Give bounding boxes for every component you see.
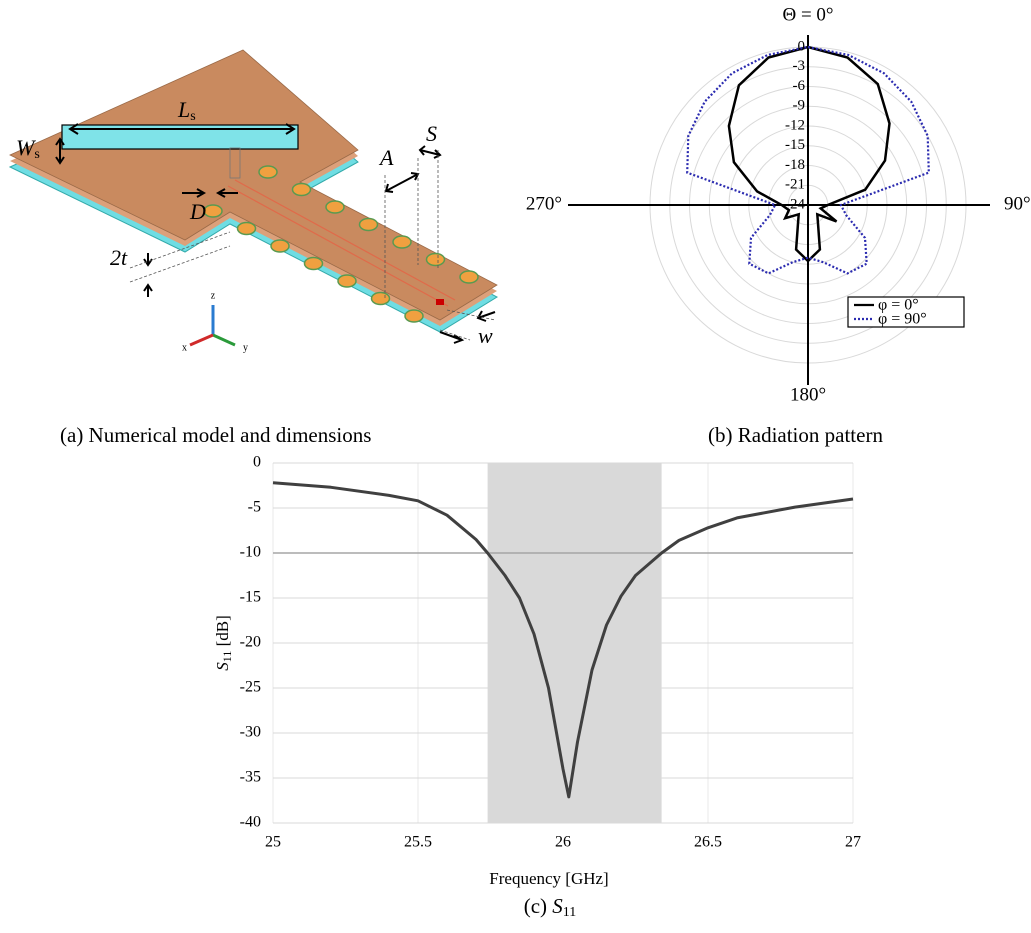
r-tick-label: -3 [793,58,806,74]
via [293,184,311,196]
label-a: A [378,145,394,170]
r-tick-label: -24 [785,196,805,212]
angle-label: Θ = 0° [782,4,833,25]
y-tick-label: 0 [253,454,261,471]
x-axis-title: Frequency [GHz] [489,869,608,888]
angle-label: 180° [790,384,826,405]
y-axis-title: S11 [dB] [213,615,234,670]
via [360,219,378,231]
axis-triad: z y x [182,290,248,353]
caption-c: (c) S11 [524,894,577,920]
via [372,293,390,305]
label-d: D [189,199,206,224]
via [271,240,289,252]
y-tick-label: -10 [240,544,261,561]
y-tick-label: -15 [240,589,261,606]
figure: Ls Ws D A S 2t w z y x (a) Numerical mod… [0,0,1031,933]
y-tick-label: -25 [240,679,261,696]
x-tick-label: 27 [845,834,861,851]
via [326,201,344,213]
y-tick-label: -5 [248,499,261,516]
r-tick-label: -6 [793,78,806,94]
angle-label: 90° [1004,193,1031,214]
via [427,254,445,266]
via [405,310,423,322]
x-tick-label: 25 [265,834,281,851]
r-tick-label: -21 [785,177,805,193]
port [436,299,444,305]
x-tick-label: 25.5 [404,834,432,851]
via [305,258,323,270]
y-tick-label: -35 [240,769,261,786]
angle-label: 270° [526,193,562,214]
r-tick-label: -18 [785,157,805,173]
r-tick-label: -12 [785,117,805,133]
via [204,205,222,217]
via [259,166,277,178]
board-top [10,50,497,320]
axis-z-label: z [211,290,216,301]
y-tick-label: -20 [240,634,261,651]
caption-b: (b) Radiation pattern [708,423,883,447]
y-tick-label: -30 [240,724,261,741]
label-s: S [426,121,437,146]
r-tick-label: -9 [793,98,806,114]
axis-x-label: x [182,342,187,353]
x-tick-label: 26 [555,834,571,851]
caption-a: (a) Numerical model and dimensions [60,423,371,447]
r-tick-label: -15 [785,137,805,153]
y-tick-label: -40 [240,814,261,831]
via [460,271,478,283]
legend-label: φ = 90° [878,311,927,328]
model-drawing: Ls Ws D A S 2t w z y x [10,50,497,353]
r-tick-label: 0 [798,38,806,54]
via [338,275,356,287]
label-w: w [478,323,493,348]
label-ws: Ws [16,135,40,162]
label-2t: 2t [110,245,128,270]
axis-y-label: y [243,342,248,353]
x-tick-label: 26.5 [694,834,722,851]
via [238,223,256,235]
via [393,236,411,248]
